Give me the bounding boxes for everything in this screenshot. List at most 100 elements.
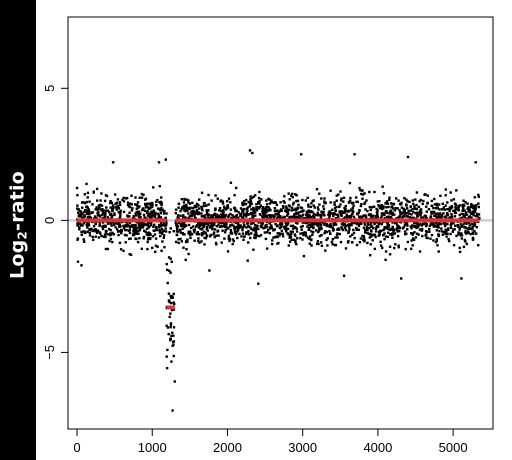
data-point bbox=[355, 227, 359, 231]
data-point bbox=[102, 212, 105, 215]
data-point bbox=[450, 215, 454, 218]
data-point bbox=[252, 207, 255, 210]
data-point bbox=[161, 232, 164, 235]
data-point bbox=[148, 221, 151, 224]
data-point bbox=[403, 214, 406, 217]
data-point bbox=[428, 224, 431, 228]
data-point bbox=[154, 244, 158, 247]
data-point bbox=[374, 227, 378, 230]
data-point bbox=[283, 215, 286, 219]
data-point bbox=[139, 222, 142, 226]
data-point bbox=[197, 204, 200, 207]
data-point bbox=[435, 203, 438, 207]
data-point bbox=[252, 221, 255, 225]
data-point bbox=[432, 222, 435, 225]
data-point bbox=[391, 236, 394, 239]
data-point-outlier bbox=[248, 149, 252, 152]
data-point bbox=[98, 206, 101, 209]
data-point bbox=[355, 200, 358, 203]
data-point bbox=[284, 225, 287, 228]
data-point bbox=[292, 208, 295, 212]
data-point bbox=[104, 212, 107, 216]
data-point bbox=[250, 227, 253, 231]
data-point bbox=[174, 221, 177, 224]
data-point bbox=[137, 212, 140, 215]
data-point bbox=[297, 203, 300, 206]
data-point bbox=[418, 200, 421, 203]
data-point bbox=[390, 205, 394, 208]
data-point bbox=[404, 212, 407, 215]
data-point bbox=[286, 211, 290, 215]
data-point bbox=[235, 225, 238, 229]
data-point bbox=[134, 237, 137, 240]
data-point bbox=[399, 203, 403, 206]
data-point bbox=[475, 204, 478, 207]
data-point bbox=[322, 211, 325, 214]
data-point bbox=[464, 226, 468, 230]
data-point bbox=[323, 201, 327, 204]
data-point bbox=[254, 194, 257, 197]
data-point bbox=[170, 360, 173, 363]
data-point bbox=[472, 213, 475, 217]
data-point bbox=[323, 214, 326, 217]
data-point bbox=[198, 212, 201, 215]
data-point bbox=[145, 211, 149, 214]
data-point bbox=[343, 222, 346, 226]
data-point bbox=[214, 194, 217, 197]
data-point bbox=[240, 225, 243, 229]
data-point bbox=[457, 231, 461, 234]
data-point bbox=[398, 229, 401, 233]
data-point bbox=[224, 228, 228, 231]
data-point bbox=[296, 199, 300, 203]
data-point bbox=[368, 236, 371, 239]
data-point bbox=[386, 235, 390, 239]
data-point bbox=[362, 238, 365, 242]
data-point bbox=[205, 210, 209, 214]
data-point bbox=[80, 210, 83, 213]
data-point bbox=[285, 223, 288, 226]
data-point bbox=[454, 211, 458, 215]
data-point bbox=[82, 230, 85, 233]
data-point bbox=[469, 205, 473, 208]
data-point bbox=[111, 221, 114, 224]
data-point bbox=[83, 193, 86, 196]
data-point bbox=[387, 231, 390, 234]
data-point bbox=[293, 226, 296, 229]
data-point bbox=[299, 225, 303, 229]
data-point bbox=[463, 238, 466, 242]
data-point bbox=[221, 215, 224, 218]
data-point bbox=[477, 244, 480, 247]
data-point bbox=[425, 205, 428, 208]
data-point bbox=[290, 238, 293, 241]
data-point bbox=[272, 216, 275, 220]
data-point bbox=[205, 225, 209, 229]
data-point bbox=[360, 222, 363, 225]
data-point bbox=[272, 214, 275, 217]
data-point bbox=[230, 232, 234, 235]
data-point bbox=[88, 228, 91, 231]
data-point bbox=[369, 229, 373, 232]
data-point bbox=[83, 210, 86, 214]
data-point bbox=[348, 181, 352, 185]
data-point bbox=[193, 204, 196, 208]
data-point bbox=[146, 238, 150, 241]
data-point bbox=[166, 281, 169, 285]
data-point bbox=[461, 206, 465, 209]
data-point bbox=[162, 230, 165, 233]
data-point bbox=[337, 193, 340, 196]
data-point bbox=[167, 256, 171, 259]
data-point bbox=[449, 226, 453, 229]
data-point bbox=[311, 210, 314, 214]
data-point bbox=[247, 233, 251, 236]
data-point bbox=[101, 208, 104, 211]
data-point bbox=[412, 238, 416, 242]
data-point bbox=[129, 202, 132, 206]
data-point bbox=[232, 224, 235, 228]
data-point bbox=[104, 235, 107, 239]
data-point bbox=[255, 207, 259, 210]
data-point bbox=[233, 229, 237, 232]
data-point bbox=[163, 224, 167, 227]
data-point bbox=[172, 340, 175, 344]
data-point bbox=[251, 216, 255, 219]
data-point bbox=[369, 254, 372, 257]
